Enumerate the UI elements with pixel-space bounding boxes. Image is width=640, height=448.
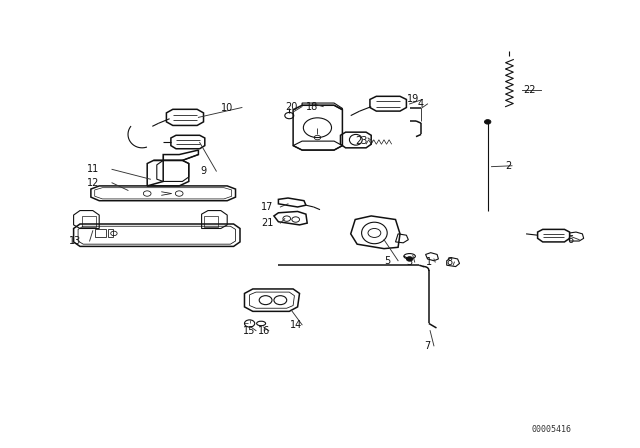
Text: 15: 15: [243, 326, 256, 336]
Text: 8: 8: [446, 257, 452, 267]
Text: 19: 19: [406, 94, 419, 103]
Bar: [95, 229, 106, 237]
Text: 20: 20: [285, 102, 298, 112]
Text: 00005416: 00005416: [532, 425, 572, 434]
Text: 18: 18: [306, 102, 319, 112]
Text: 10: 10: [221, 103, 234, 112]
Text: 2: 2: [506, 161, 512, 171]
Bar: [108, 229, 113, 237]
Text: 3: 3: [406, 257, 413, 267]
Text: 5: 5: [384, 256, 390, 266]
Bar: [204, 216, 218, 227]
Circle shape: [406, 257, 413, 261]
Text: 17: 17: [261, 202, 274, 212]
Text: 13: 13: [69, 236, 82, 246]
Text: 22: 22: [524, 85, 536, 95]
Bar: [82, 216, 96, 227]
Text: 12: 12: [86, 178, 99, 188]
Text: 11: 11: [86, 164, 99, 174]
Text: 1: 1: [426, 257, 432, 267]
Text: 6: 6: [568, 235, 574, 245]
Circle shape: [484, 120, 491, 124]
Text: 14: 14: [289, 320, 302, 330]
Text: 21: 21: [261, 218, 274, 228]
Text: 9: 9: [200, 166, 207, 176]
Text: 7: 7: [424, 341, 431, 351]
Text: 23: 23: [355, 136, 368, 146]
Text: 16: 16: [257, 326, 270, 336]
Text: 4: 4: [418, 99, 424, 109]
